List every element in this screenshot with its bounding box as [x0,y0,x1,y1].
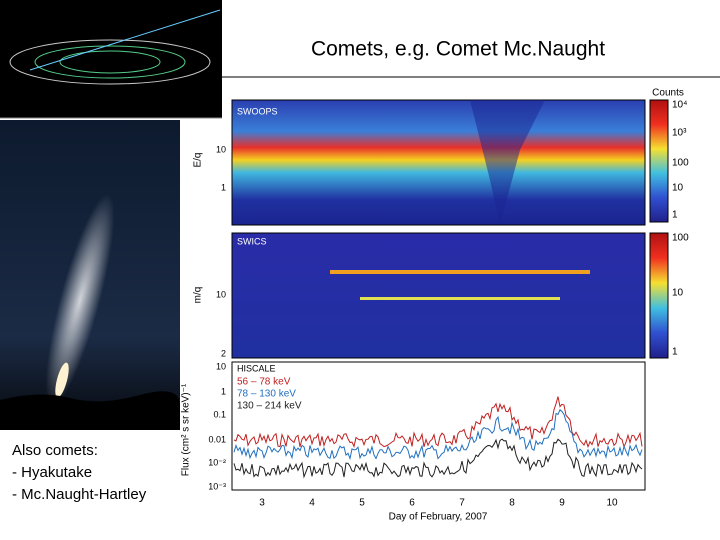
orbit [34,45,186,79]
panel-name: SWOOPS [237,106,278,116]
y-axis-label: Flux (cm² s sr keV)⁻¹ [181,383,192,476]
legend-entry: 130 – 214 keV [237,401,302,412]
y-axis-label: m/q [193,287,204,304]
colorbar-tick-label: 100 [672,233,689,244]
hiscale-plot [231,361,646,491]
legend-entry: 78 – 130 keV [237,389,296,400]
orbit [9,39,211,85]
flux-trace [233,396,643,449]
swics-spectrogram [231,232,646,359]
y-tick-label: 10⁻² [208,457,226,467]
colorbar-tick-label: 10³ [672,128,687,139]
y-tick-label: 10 [216,144,226,154]
ion-band [360,297,560,300]
trajectory [29,9,221,71]
flux-trace [233,438,643,479]
flux-trace [233,408,643,461]
x-tick-label: 5 [359,498,365,509]
x-tick-label: 6 [409,498,415,509]
colorbar-tick-label: 10 [672,288,684,299]
orbit-image [0,0,222,118]
y-tick-label: 10⁻³ [208,481,226,491]
y-tick-label: 1 [221,182,226,192]
y-tick-label: 10 [216,361,226,371]
slide-title: Comets, e.g. Comet Mc.Naught [311,38,605,61]
ion-band [330,270,590,274]
orbit [59,50,161,74]
colorbar-tick-label: 1 [672,347,678,358]
comet-tail [45,193,115,407]
colorbar-title: Counts [652,88,684,99]
legend-entry: 56 – 78 keV [237,377,291,388]
comet-head [55,362,69,398]
y-tick-label: 2 [221,348,226,358]
x-tick-label: 3 [259,498,265,509]
x-tick-label: 7 [459,498,465,509]
panel-name: HISCALE [237,363,276,373]
y-tick-label: 0.1 [213,409,226,419]
x-tick-label: 8 [509,498,515,509]
colorbar-tick-label: 100 [672,158,689,169]
x-tick-label: 9 [559,498,565,509]
colorbar [649,99,669,223]
horizon [0,391,180,430]
x-axis-label: Day of February, 2007 [389,512,488,523]
colorbar [649,232,669,359]
panel-name: SWICS [237,236,267,246]
x-tick-label: 10 [606,498,618,509]
note-item: - Mc.Naught-Hartley [12,486,147,503]
x-tick-label: 4 [309,498,315,509]
y-axis-label: E/q [193,152,204,167]
colorbar-tick-label: 10⁴ [672,100,687,111]
colorbar-tick-label: 10 [672,183,684,194]
note: Also comets: - Hyakutake - Mc.Naught-Har… [12,440,146,506]
y-tick-label: 0.01 [208,434,226,444]
colorbar-tick-label: 1 [672,210,678,221]
swoops-spectrogram [231,99,646,226]
y-tick-label: 10 [216,289,226,299]
note-item: - Hyakutake [12,464,93,481]
spectrogram-dip [470,100,545,225]
y-tick-label: 1 [221,386,226,396]
note-heading: Also comets: [12,442,98,459]
